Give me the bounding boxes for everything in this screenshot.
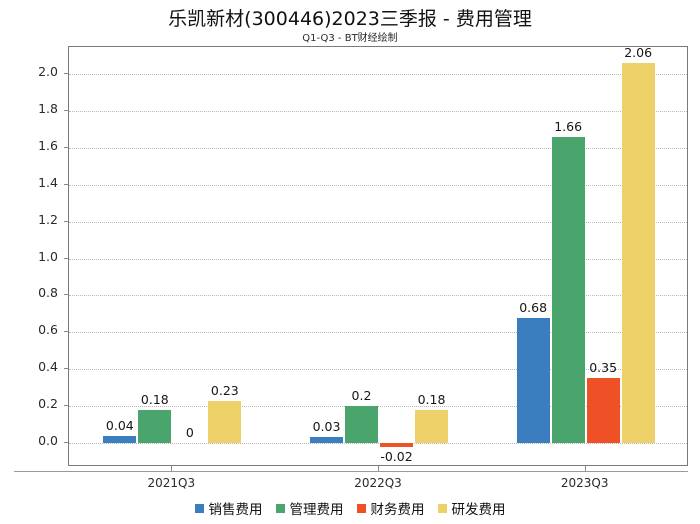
bar-销售费用-2023Q3 <box>516 317 550 443</box>
gridline <box>69 110 687 112</box>
gridline <box>69 369 687 371</box>
y-tick-mark <box>64 73 68 74</box>
y-tick-label: 1.8 <box>38 100 58 116</box>
legend-item-财务费用[interactable]: 财务费用 <box>356 498 425 518</box>
y-tick-label: 0.8 <box>38 285 58 301</box>
legend-item-研发费用[interactable]: 研发费用 <box>437 498 506 518</box>
x-tick-mark <box>378 466 379 471</box>
gridline <box>69 258 687 260</box>
legend-label: 销售费用 <box>208 502 263 518</box>
chart-subtitle: Q1-Q3 - BT财经绘制 <box>302 33 398 44</box>
y-tick-label: 1.6 <box>38 137 58 153</box>
y-tick-mark <box>64 368 68 370</box>
bar-value-label: 0.2 <box>351 388 372 404</box>
y-tick-mark <box>64 257 68 259</box>
bar-研发费用-2021Q3 <box>208 400 242 443</box>
bar-value-label: 2.06 <box>624 46 653 60</box>
bar-财务费用-2023Q3 <box>586 378 620 443</box>
bar-value-label: 0.35 <box>589 360 618 376</box>
bar-管理费用-2021Q3 <box>138 409 172 443</box>
plot-area: 0.04 0.18 0 0.23 0.03 0.2 -0.02 0.18 0.68 1.66 0.3… <box>68 46 688 466</box>
bar-财务费用-2022Q3 <box>380 443 413 447</box>
gridline <box>69 332 687 334</box>
bar-value-label: 0 <box>185 425 194 440</box>
legend-label: 研发费用 <box>451 502 506 518</box>
legend-swatch-icon <box>356 503 366 513</box>
gridline <box>69 406 687 408</box>
gridline <box>69 295 687 297</box>
y-tick-mark <box>64 294 68 296</box>
y-tick-mark <box>64 146 68 148</box>
legend-label: 财务费用 <box>370 502 425 518</box>
x-tick-label-2023Q3: 2023Q3 <box>560 476 609 490</box>
legend-label: 管理费用 <box>289 502 344 518</box>
bar-销售费用-2021Q3 <box>103 435 137 443</box>
x-tick-mark <box>584 466 586 471</box>
legend-item-管理费用[interactable]: 管理费用 <box>275 498 344 518</box>
x-tick-label-2021Q3: 2021Q3 <box>147 476 196 490</box>
bar-value-label: 1.66 <box>554 118 583 134</box>
y-tick-label: 1.2 <box>38 211 58 227</box>
y-tick-label: 0.0 <box>38 433 58 448</box>
legend-swatch-icon <box>194 503 204 513</box>
bar-value-label: 0.04 <box>105 417 134 433</box>
y-tick-mark <box>64 183 68 185</box>
y-tick-mark <box>64 331 68 333</box>
x-tick-mark <box>171 466 173 471</box>
legend-item-销售费用[interactable]: 销售费用 <box>194 498 263 518</box>
y-tick-label: 0.2 <box>38 396 58 412</box>
bar-管理费用-2023Q3 <box>551 136 585 443</box>
y-tick-mark <box>64 405 68 407</box>
bar-value-label: 0.03 <box>312 419 341 435</box>
y-tick-label: 1.4 <box>38 174 58 190</box>
chart-legend: 销售费用 管理费用 财务费用 研发费用 <box>0 498 700 518</box>
bar-销售费用-2022Q3 <box>310 437 343 443</box>
gridline <box>69 74 687 75</box>
legend-swatch-icon <box>437 503 447 513</box>
bar-value-label: 0.68 <box>519 299 548 315</box>
y-tick-mark <box>64 220 68 222</box>
x-tick-label-2022Q3: 2022Q3 <box>354 476 402 490</box>
bar-value-label: -0.02 <box>380 448 413 464</box>
y-tick-label: 2.0 <box>38 64 58 79</box>
chart-title: 乐凯新材(300446)2023三季报 - 费用管理 <box>168 8 532 30</box>
legend-swatch-icon <box>275 503 285 513</box>
x-axis-line <box>14 471 688 472</box>
y-tick-mark <box>64 109 68 111</box>
bar-管理费用-2022Q3 <box>345 406 378 443</box>
bar-研发费用-2023Q3 <box>621 62 655 443</box>
y-tick-label: 0.4 <box>38 359 58 375</box>
y-tick-label: 0.6 <box>38 322 58 338</box>
y-tick-mark <box>64 442 68 443</box>
gridline <box>69 443 687 444</box>
gridline <box>69 221 687 223</box>
gridline <box>69 184 687 186</box>
bar-value-label: 0.18 <box>140 391 169 407</box>
bar-value-label: 0.18 <box>417 391 446 407</box>
y-tick-label: 1.0 <box>38 248 58 264</box>
bar-研发费用-2022Q3 <box>415 409 448 443</box>
gridline <box>69 147 687 149</box>
bar-value-label: 0.23 <box>210 382 239 398</box>
